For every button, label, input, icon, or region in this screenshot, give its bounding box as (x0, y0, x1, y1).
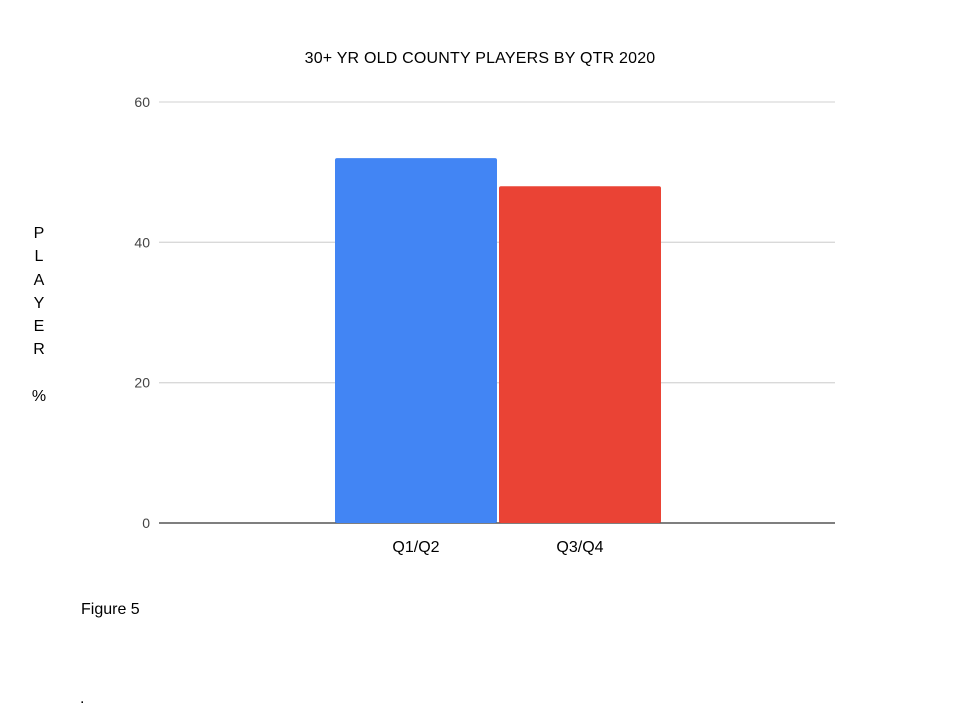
y-axis-label-char: R (33, 341, 45, 359)
y-tick-label: 20 (134, 375, 150, 391)
y-tick-label: 60 (134, 94, 150, 110)
y-tick-label: 40 (134, 234, 150, 250)
y-tick-labels: 0 20 40 60 (134, 94, 150, 531)
x-category-label: Q3/Q4 (556, 539, 603, 556)
y-axis-label-char: Y (33, 294, 45, 312)
chart-title: 30+ YR OLD COUNTY PLAYERS BY QTR 2020 (304, 50, 656, 67)
y-axis-label-char: E (33, 318, 45, 336)
y-tick-label: 0 (142, 515, 150, 531)
footer-dot: . (80, 690, 85, 707)
x-category-labels: Q1/Q2 Q3/Q4 (392, 539, 603, 556)
y-axis-label-char: P (33, 225, 45, 242)
y-axis-label-char: % (31, 387, 47, 405)
y-axis-label-char: A (33, 271, 45, 289)
bar-q3-q4 (499, 186, 661, 523)
x-category-label: Q1/Q2 (392, 539, 439, 556)
figure-caption: Figure 5 (81, 601, 140, 618)
bars (335, 158, 661, 523)
y-axis-label-char: L (34, 248, 44, 266)
bar-q1-q2 (335, 158, 497, 523)
